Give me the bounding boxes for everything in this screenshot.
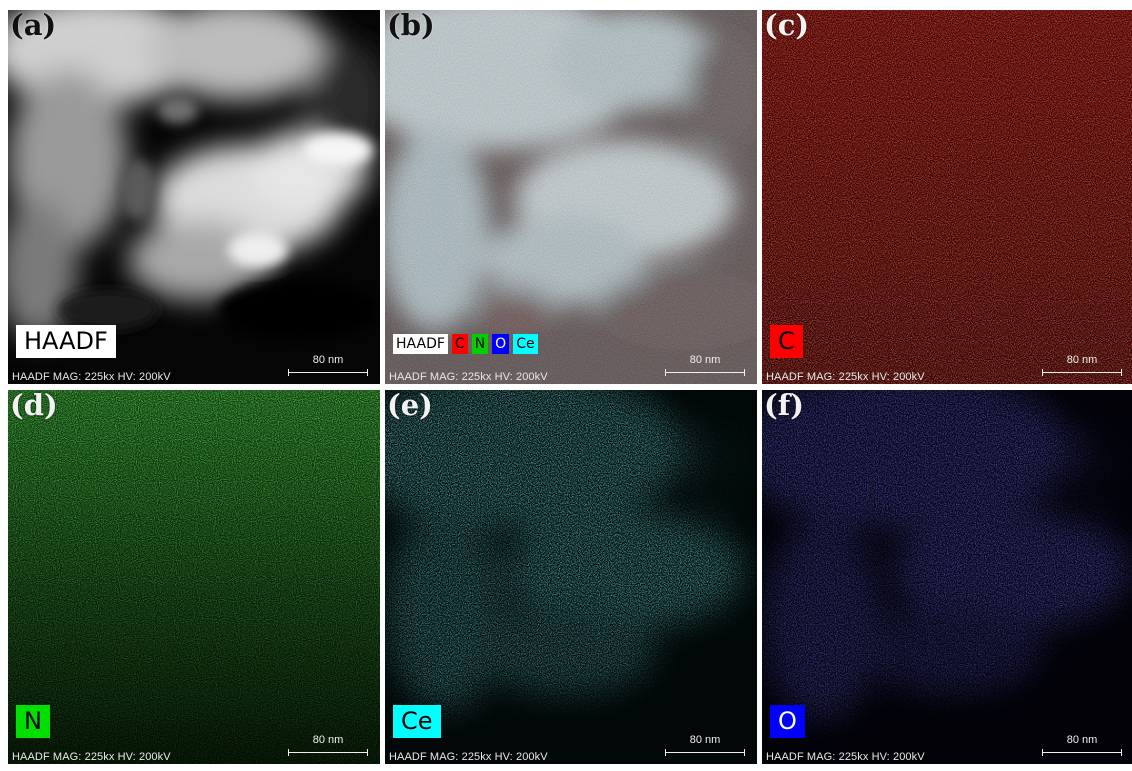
panel-d-nitrogen: (d) N HAADF MAG: 225kx HV: 200kV 80 nm	[8, 390, 380, 764]
panel-letter: (f)	[764, 390, 804, 422]
panel-letter: (d)	[10, 390, 58, 422]
scale-bar: 80 nm	[288, 734, 368, 760]
scale-bar-line	[665, 749, 745, 756]
scale-bar-label: 80 nm	[312, 734, 344, 746]
acquisition-info: HAADF MAG: 225kx HV: 200kV	[12, 751, 171, 763]
channel-label-o: O	[770, 705, 805, 738]
scale-bar: 80 nm	[665, 734, 745, 760]
channel-label-c: C	[770, 325, 803, 358]
acquisition-info: HAADF MAG: 225kx HV: 200kV	[766, 751, 925, 763]
scale-bar-line	[288, 749, 368, 756]
acquisition-info: HAADF MAG: 225kx HV: 200kV	[389, 371, 548, 383]
scale-bar-label: 80 nm	[689, 354, 721, 366]
scale-bar-label: 80 nm	[312, 354, 344, 366]
channel-label-haadf: HAADF	[16, 325, 116, 358]
scale-bar-label: 80 nm	[1066, 354, 1098, 366]
panel-a-haadf: (a) HAADF HAADF MAG: 225kx HV: 200kV 80 …	[8, 10, 380, 384]
legend-o: O	[492, 334, 510, 354]
scale-bar-label: 80 nm	[689, 734, 721, 746]
carbon-map	[762, 10, 1132, 384]
scale-bar-line	[1042, 749, 1122, 756]
cerium-map	[385, 390, 757, 764]
scale-bar-line	[665, 369, 745, 376]
overlay-legend: HAADF C N O Ce	[393, 334, 538, 354]
acquisition-info: HAADF MAG: 225kx HV: 200kV	[389, 751, 548, 763]
scale-bar: 80 nm	[1042, 734, 1122, 760]
channel-label-ce: Ce	[393, 705, 441, 738]
panel-letter: (e)	[387, 390, 433, 422]
scale-bar-line	[1042, 369, 1122, 376]
overlay-map	[385, 10, 757, 384]
acquisition-info: HAADF MAG: 225kx HV: 200kV	[766, 371, 925, 383]
oxygen-map	[762, 390, 1132, 764]
acquisition-info: HAADF MAG: 225kx HV: 200kV	[12, 371, 171, 383]
legend-c: C	[451, 334, 468, 354]
haadf-micrograph	[8, 10, 380, 384]
panel-b-overlay: (b) HAADF C N O Ce HAADF MAG: 225kx HV: …	[385, 10, 757, 384]
panel-f-oxygen: (f) O HAADF MAG: 225kx HV: 200kV 80 nm	[762, 390, 1132, 764]
scale-bar-label: 80 nm	[1066, 734, 1098, 746]
scale-bar: 80 nm	[1042, 354, 1122, 380]
legend-ce: Ce	[513, 334, 538, 354]
legend-haadf: HAADF	[393, 334, 448, 354]
scale-bar: 80 nm	[288, 354, 368, 380]
panel-letter: (a)	[10, 10, 57, 42]
nitrogen-map	[8, 390, 380, 764]
scale-bar: 80 nm	[665, 354, 745, 380]
legend-n: N	[471, 334, 489, 354]
panel-letter: (b)	[387, 10, 435, 42]
panel-c-carbon: (c) C HAADF MAG: 225kx HV: 200kV 80 nm	[762, 10, 1132, 384]
channel-label-n: N	[16, 705, 50, 738]
scale-bar-line	[288, 369, 368, 376]
panel-letter: (c)	[764, 10, 810, 42]
panel-e-cerium: (e) Ce HAADF MAG: 225kx HV: 200kV 80 nm	[385, 390, 757, 764]
